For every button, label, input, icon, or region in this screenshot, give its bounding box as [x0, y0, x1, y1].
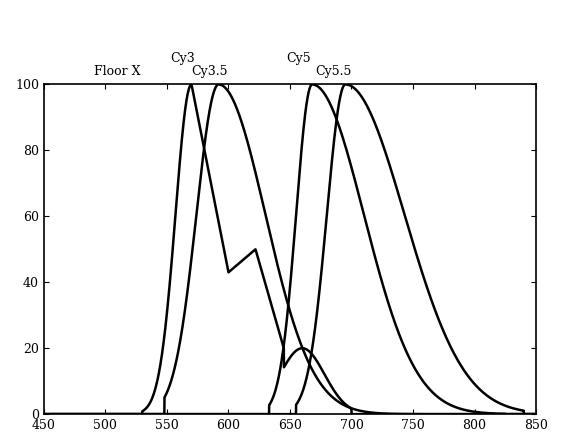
Text: Cy5.5: Cy5.5 [315, 65, 351, 78]
Text: Cy3.5: Cy3.5 [192, 65, 228, 78]
Text: Cy5: Cy5 [286, 51, 311, 65]
Text: Floor X: Floor X [95, 65, 141, 78]
Text: Cy3: Cy3 [171, 51, 195, 65]
